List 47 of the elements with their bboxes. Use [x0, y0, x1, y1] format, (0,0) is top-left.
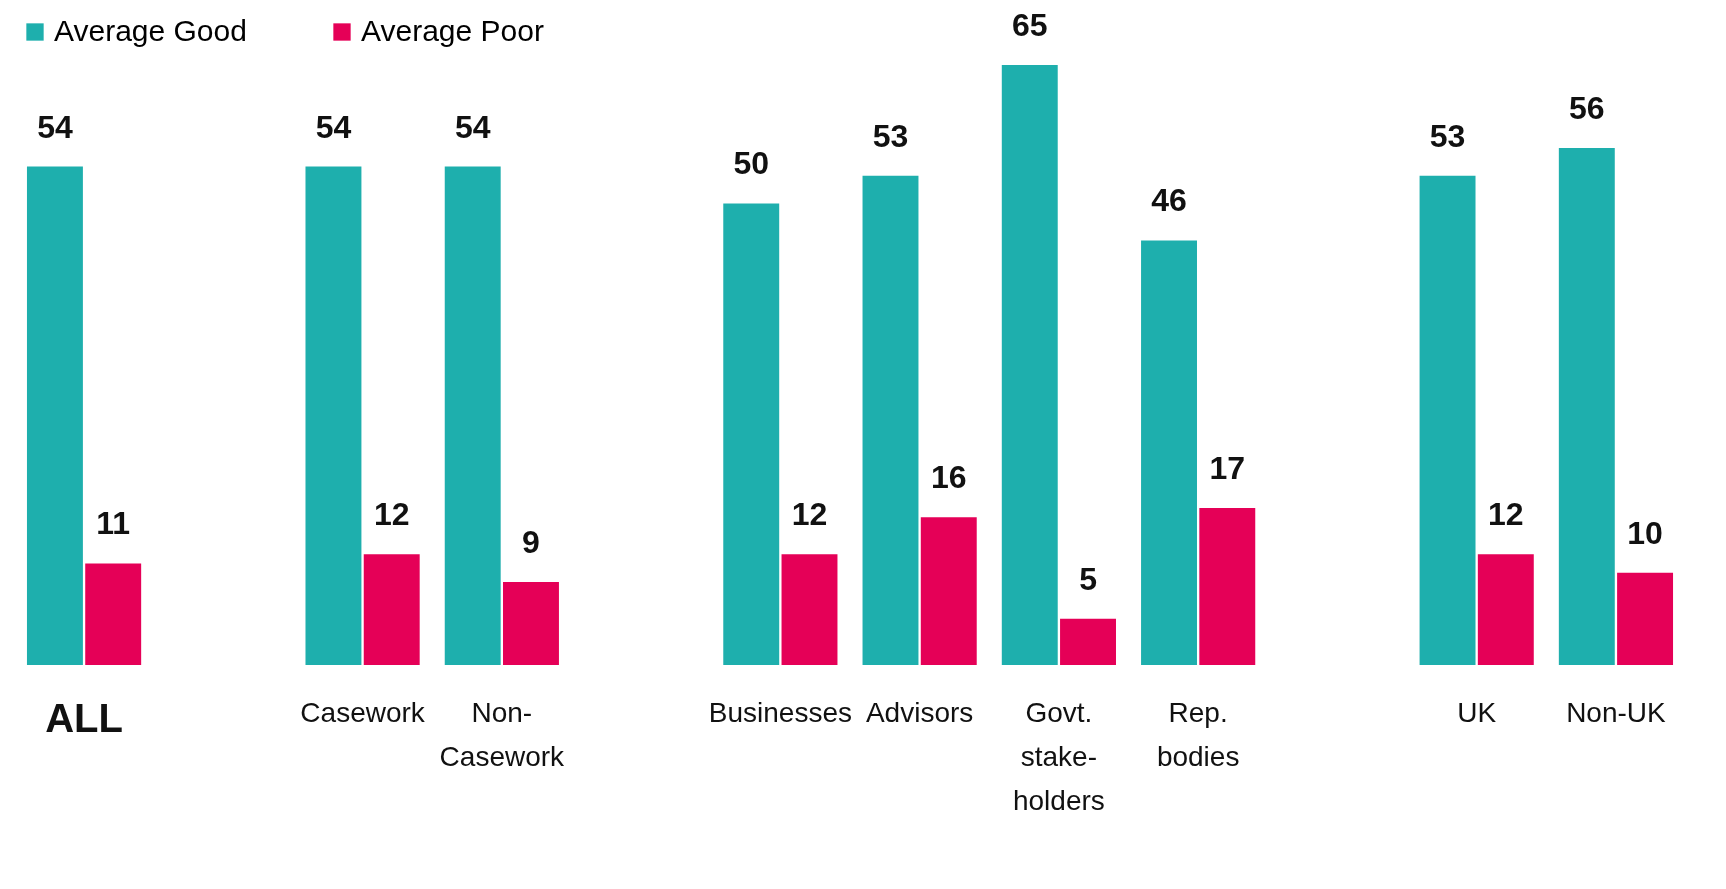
bar — [503, 581, 559, 665]
bar — [363, 554, 420, 665]
data-label: 54 — [37, 108, 73, 145]
data-label: 54 — [454, 108, 491, 145]
bar — [723, 203, 780, 665]
bar — [1419, 175, 1476, 665]
data-label: 5 — [1079, 560, 1097, 597]
data-label: 54 — [315, 108, 352, 145]
data-label: 12 — [373, 496, 410, 533]
x-tick-label: Non-UK — [1566, 697, 1667, 728]
bar — [305, 166, 362, 665]
bar — [862, 175, 919, 665]
bar — [1060, 618, 1116, 665]
data-label: 12 — [791, 496, 828, 533]
data-label: 56 — [1569, 90, 1605, 127]
data-label: 16 — [930, 459, 967, 496]
x-tick-label: Casework — [300, 697, 426, 728]
bar — [444, 166, 501, 665]
x-tick-label: Rep. bodies — [1156, 697, 1240, 772]
bar — [781, 554, 838, 665]
x-tick-label: UK — [1457, 697, 1497, 728]
bar — [85, 563, 142, 665]
data-label: 53 — [1429, 117, 1466, 154]
x-tick-label: Advisors — [865, 697, 974, 728]
x-tick-label: Businesses — [708, 697, 852, 728]
data-label: 46 — [1151, 182, 1187, 219]
bar — [1199, 508, 1256, 665]
data-label: 9 — [522, 523, 540, 560]
legend-label: Average Good — [54, 14, 247, 47]
legend-label: Average Poor — [361, 14, 544, 47]
bar — [1141, 240, 1197, 665]
bar — [920, 517, 977, 665]
data-label: 11 — [96, 505, 131, 542]
data-label: 12 — [1488, 496, 1524, 533]
x-tick-label: ALL — [45, 696, 123, 740]
data-label: 53 — [872, 117, 909, 154]
bar — [26, 166, 83, 665]
data-label: 65 — [1011, 7, 1048, 43]
bar — [1001, 65, 1058, 665]
data-label: 17 — [1209, 450, 1246, 487]
bar — [1477, 554, 1534, 665]
data-label: 50 — [733, 145, 770, 182]
bar — [1558, 148, 1615, 665]
x-tick-label: Non- Casework — [439, 697, 566, 772]
data-label: 10 — [1627, 514, 1663, 551]
x-tick-label: Govt. stake- holders — [1012, 697, 1105, 816]
bar — [1617, 572, 1674, 665]
